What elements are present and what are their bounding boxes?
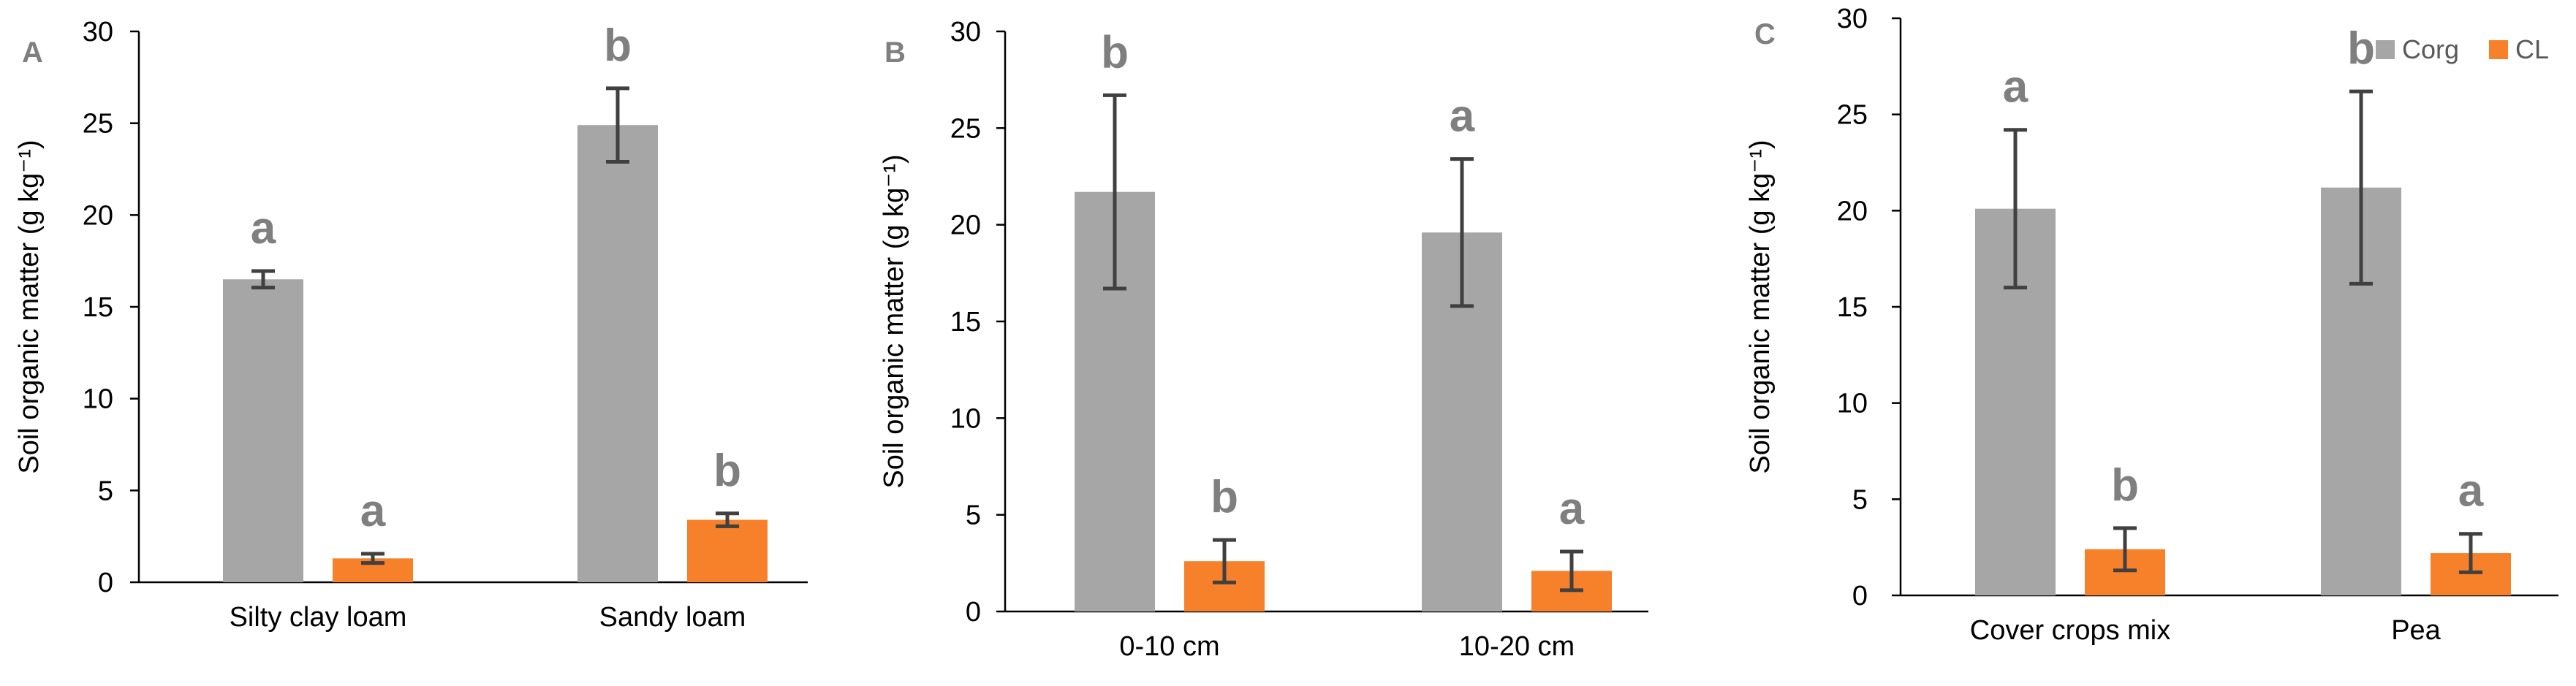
y-tick-label: 15 [83,292,113,323]
significance-letter: a [1559,484,1585,534]
y-tick-label: 10 [83,384,113,415]
panel-label-c: C [1754,18,1776,50]
y-tick-label: 30 [83,17,113,47]
y-tick-label: 20 [1837,196,1868,226]
legend-label-cl: CL [2515,34,2549,64]
significance-letter: b [604,20,632,71]
bar-corg-1 [223,279,303,582]
legend-swatch-corg [2376,40,2395,59]
panel-label-b: B [884,37,906,69]
y-axis-label: Soil organic matter (g kg⁻¹) [14,140,45,473]
y-tick-label: 20 [950,210,981,241]
legend-swatch-cl [2489,40,2508,59]
x-category-label: 10-20 cm [1459,631,1575,662]
y-tick-label: 20 [83,200,113,231]
y-tick-label: 25 [1837,100,1868,131]
significance-letter: b [1211,472,1238,522]
significance-letter: a [360,486,386,536]
panel-label-a: A [22,37,43,69]
y-tick-label: 5 [1852,484,1868,515]
x-category-label: Sandy loam [599,602,746,633]
y-tick-label: 5 [98,476,113,506]
y-tick-label: 5 [966,500,981,531]
y-tick-label: 0 [1852,581,1868,611]
y-tick-label: 25 [83,109,113,140]
bar-corg-2 [577,125,658,582]
significance-letter: b [2111,460,2139,511]
x-category-label: 0-10 cm [1119,631,1219,662]
y-tick-label: 10 [1837,389,1868,419]
y-tick-label: 15 [950,307,981,338]
y-tick-label: 0 [966,597,981,628]
legend-label-corg: Corg [2402,34,2459,64]
y-tick-label: 25 [950,113,981,144]
significance-letter: a [251,203,276,254]
y-axis-label: Soil organic matter (g kg⁻¹) [879,154,909,488]
significance-letter: b [2347,23,2375,74]
significance-letter: a [1450,91,1475,142]
x-category-label: Silty clay loam [230,602,407,633]
x-category-label: Pea [2391,615,2441,646]
significance-letter: b [713,446,741,496]
y-tick-label: 0 [98,568,113,598]
y-tick-label: 30 [950,17,981,47]
y-axis-label: Soil organic matter (g kg⁻¹) [1745,140,1776,473]
x-category-label: Cover crops mix [1970,615,2171,646]
significance-letter: a [2003,62,2028,113]
y-tick-label: 15 [1837,292,1868,323]
significance-letter: b [1101,27,1129,77]
y-tick-label: 10 [950,403,981,434]
bar-cl-2 [687,519,768,582]
significance-letter: a [2458,466,2484,517]
y-tick-label: 30 [1837,4,1868,34]
